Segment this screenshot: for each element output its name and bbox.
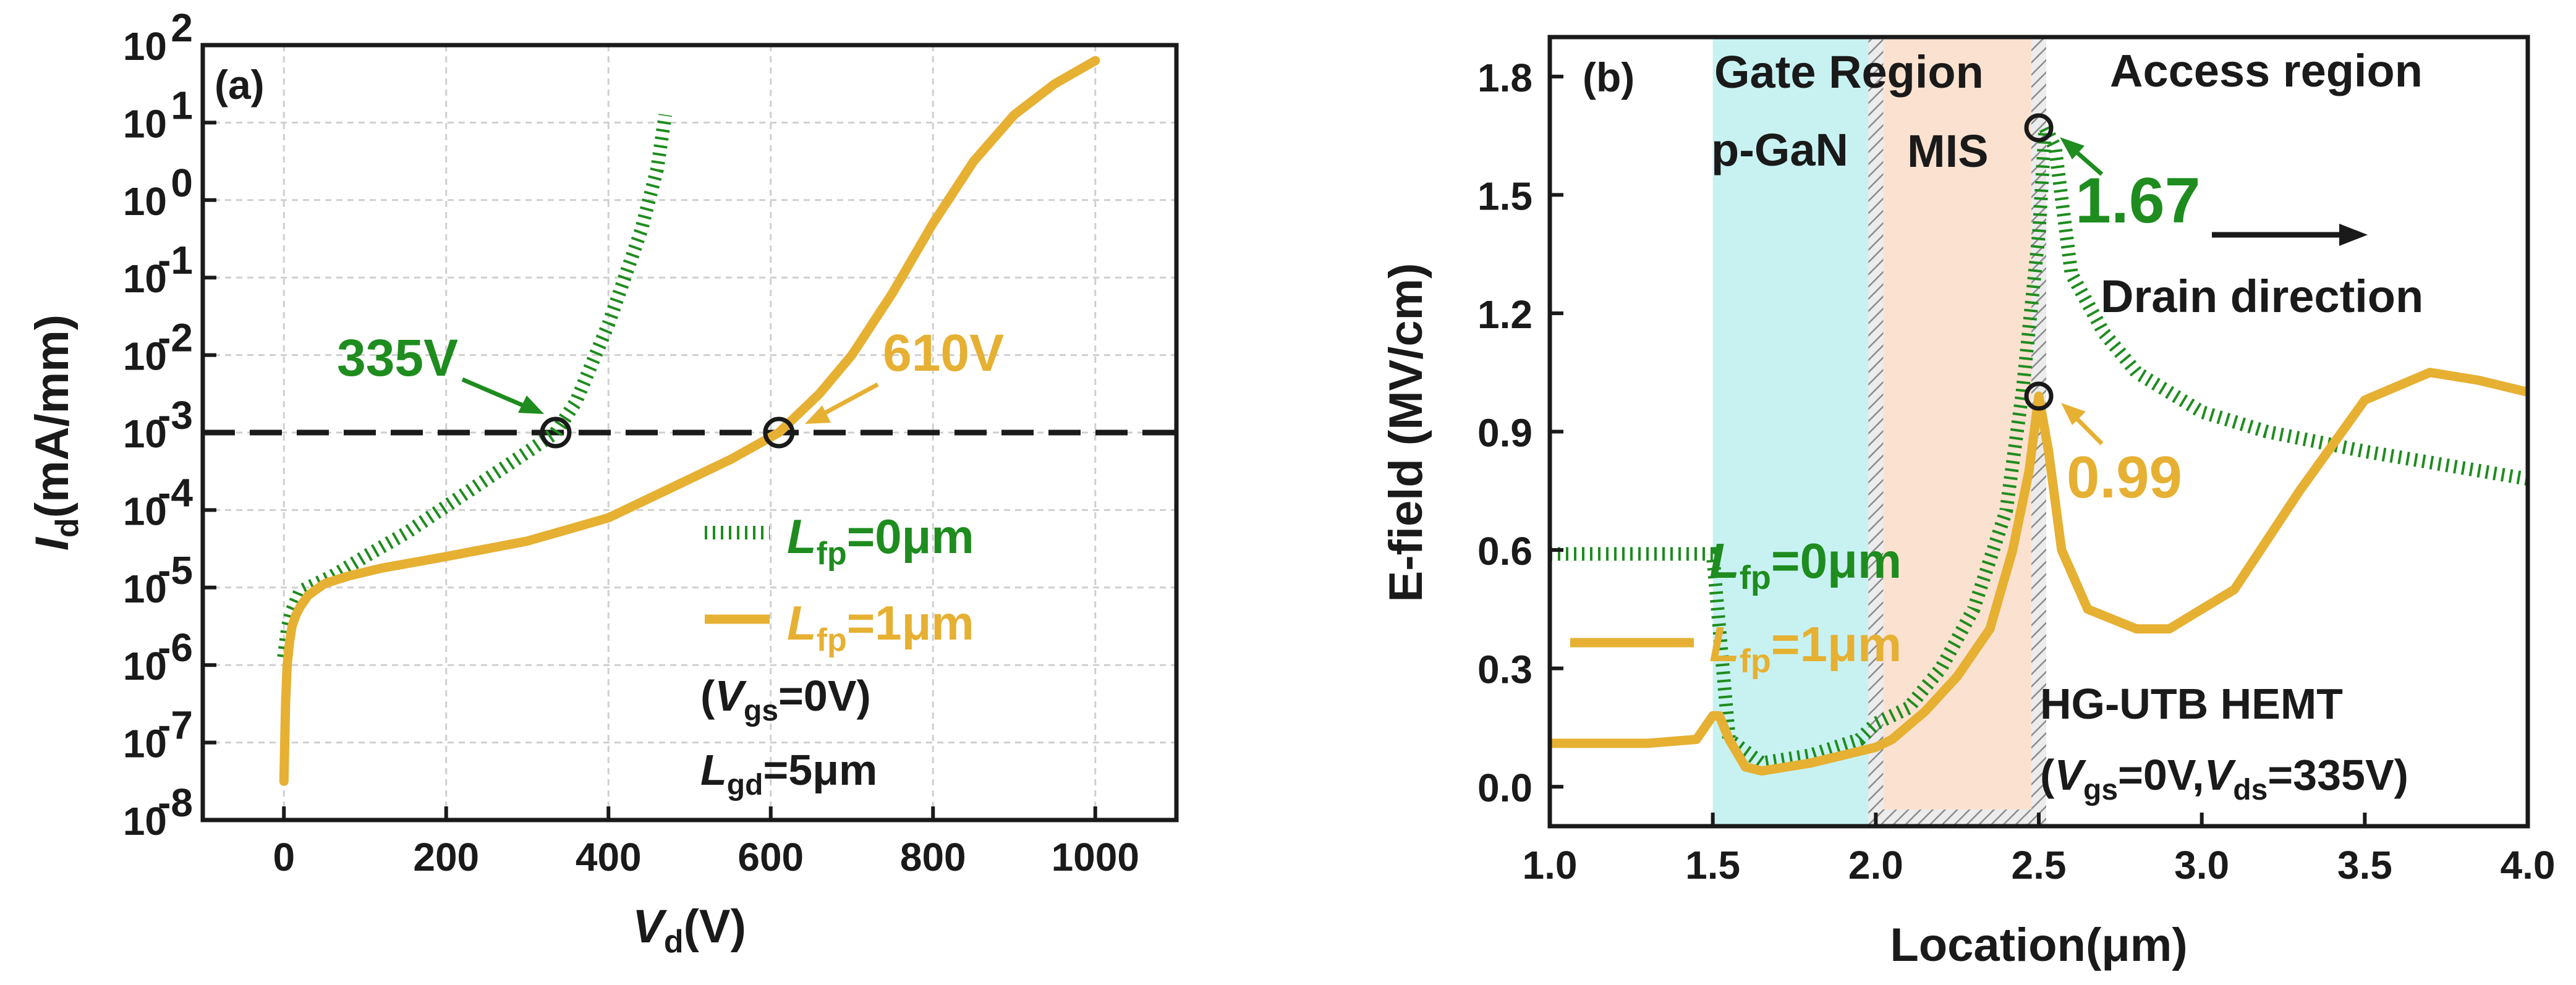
arrowhead-335v	[518, 395, 544, 414]
series-lfp1-efield	[1550, 368, 2528, 776]
y-tick-label: 0.3	[1477, 648, 1532, 692]
x-tick-label: 3.0	[2174, 843, 2229, 887]
annotation-335v: 335V	[337, 329, 458, 387]
x-tick-label: 1.5	[1685, 843, 1740, 887]
x-tick-label: 1000	[1052, 835, 1139, 879]
arrow-0-99	[2072, 413, 2104, 446]
hatch-bar-bottom	[1868, 810, 2046, 827]
y-tick-label: 10	[123, 179, 167, 224]
panel-b-y-axis-title: E-field (MV/cm)	[1380, 263, 1432, 602]
region-label-mis: MIS	[1907, 125, 1989, 177]
region-p-gan	[1712, 37, 1876, 826]
y-tick-label: 10	[123, 101, 167, 146]
panel-a-legend: Lfp=0μm Lfp=1μm	[705, 509, 974, 658]
y-tick-label: 1.2	[1477, 292, 1532, 337]
annotation-610v: 610V	[883, 324, 1004, 382]
condition-vgs: (Vgs=0V)	[700, 672, 871, 727]
y-tick-label: 10	[123, 722, 167, 766]
y-tick-label: 10	[123, 644, 167, 688]
y-tick-label: 10	[123, 256, 167, 301]
arrowhead-610v	[805, 405, 831, 424]
y-tick-exponent: -5	[158, 548, 193, 593]
y-tick-exponent: 1	[171, 83, 193, 127]
y-tick-exponent: 2	[171, 6, 193, 50]
panel-a-x-axis-title: Vd(V)	[632, 900, 746, 960]
marker-0-99	[2024, 381, 2054, 411]
y-tick-label: 0.0	[1477, 766, 1532, 810]
panel-a-x-ticks: 0 200 400 600 800 1000	[273, 806, 1139, 879]
drain-direction-arrowhead	[2339, 224, 2368, 246]
annotation-drain-direction: Drain direction	[2101, 271, 2423, 322]
legend-label-lfp1: Lfp=1μm	[787, 596, 974, 658]
y-tick-exponent: 0	[171, 161, 193, 205]
x-tick-label: 2.0	[1848, 843, 1903, 887]
x-tick-label: 600	[738, 835, 804, 879]
y-tick-label: 10	[123, 412, 167, 456]
series-lfp1-curve	[279, 56, 1100, 786]
x-tick-label: 800	[900, 835, 966, 879]
annotation-0-99: 0.99	[2067, 444, 2182, 510]
series-lfp0-efield	[1550, 102, 2528, 771]
y-tick-label: 0.9	[1477, 411, 1532, 455]
panel-b-y-ticks: 0.0 0.3 0.6 0.9 1.2 1.5 1.8	[1477, 56, 1563, 810]
y-tick-label: 1.5	[1477, 174, 1532, 218]
x-tick-label: 3.5	[2337, 843, 2392, 887]
panel-b-legend: Lfp=0μm Lfp=1μm	[1570, 533, 1902, 680]
marker-610v	[763, 416, 795, 449]
panel-b-x-ticks: 1.0 1.5 2.0 2.5 3.0 3.5 4.0	[1523, 813, 2556, 887]
y-tick-label: 10	[123, 24, 167, 69]
legend-label-lfp1-b: Lfp=1μm	[1709, 617, 1902, 680]
y-tick-exponent: -7	[158, 703, 193, 748]
marker-1-67	[2024, 113, 2054, 143]
y-tick-label: 0.6	[1477, 529, 1532, 573]
device-label: HG-UTB HEMT	[2040, 680, 2343, 728]
x-tick-label: 1.0	[1523, 843, 1578, 887]
series-lfp0-curve	[277, 114, 672, 659]
y-tick-exponent: -2	[158, 316, 193, 360]
condition-lgd: Lgd=5μm	[700, 746, 877, 801]
y-tick-label: 10	[123, 799, 167, 843]
access-region-title: Access region	[2110, 45, 2423, 96]
x-tick-label: 200	[413, 835, 479, 879]
x-tick-label: 4.0	[2501, 843, 2556, 887]
arrow-335v	[461, 377, 533, 412]
arrowhead-1-67	[2060, 137, 2085, 159]
region-label-p-gan: p-GaN	[1711, 124, 1848, 175]
marker-335v	[540, 416, 572, 449]
condition-vgs-vds: (Vgs=0V,Vds=335V)	[2040, 751, 2408, 806]
y-tick-label: 10	[123, 567, 167, 611]
arrowhead-0-99	[2061, 403, 2086, 425]
y-tick-exponent: -8	[158, 780, 193, 825]
x-tick-label: 0	[273, 835, 295, 879]
legend-label-lfp0: Lfp=0μm	[787, 509, 974, 572]
y-tick-exponent: -1	[158, 238, 193, 282]
panel-a-y-axis-title: Id(mA/mm)	[26, 315, 85, 551]
arrow-610v	[815, 382, 879, 420]
y-tick-label: 10	[123, 334, 167, 379]
hatch-bar-left	[1868, 37, 1884, 826]
panel-a-label: (a)	[215, 62, 265, 108]
x-tick-label: 2.5	[2012, 843, 2067, 887]
y-tick-exponent: -4	[158, 470, 193, 515]
panel-b-x-axis-title: Location(μm)	[1890, 919, 2187, 971]
legend-label-lfp0-b: Lfp=0μm	[1709, 533, 1902, 596]
gate-region-title: Gate Region	[1714, 46, 1984, 98]
y-tick-label: 10	[123, 489, 167, 533]
y-tick-exponent: -3	[158, 393, 193, 438]
y-tick-exponent: -6	[158, 625, 193, 670]
y-tick-label: 1.8	[1477, 56, 1532, 100]
panel-a: 0 200 400 600 800 1000 10-810-710-610-510-410…	[26, 6, 1179, 960]
x-tick-label: 400	[576, 835, 642, 879]
panel-b: 1.0 1.5 2.0 2.5 3.0 3.5 4.0 0.0 0.3 0.6 0.9 1.2 1.5…	[1380, 35, 2556, 971]
panel-b-label: (b)	[1583, 54, 1634, 100]
annotation-1-67: 1.67	[2075, 165, 2200, 237]
region-mis	[1876, 37, 2039, 826]
